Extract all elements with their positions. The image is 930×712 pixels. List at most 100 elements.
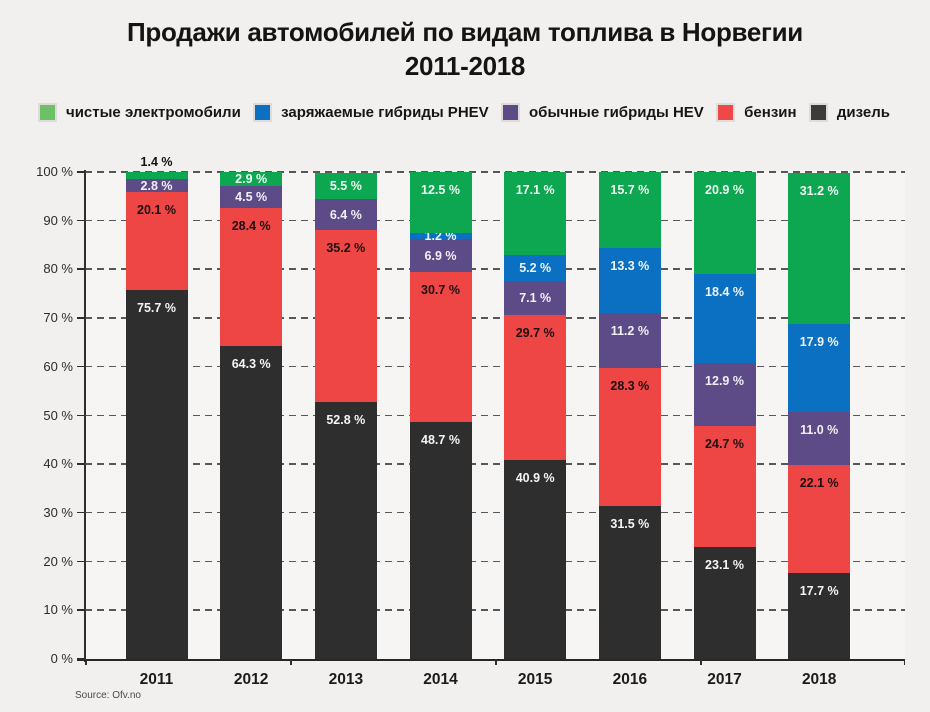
- y-axis-tick-label: 60 %: [43, 358, 73, 374]
- bar-segment-petrol: 24.7 %: [693, 426, 756, 547]
- y-axis-tick-label: 30 %: [43, 504, 73, 520]
- bar-value-label: 6.9 %: [424, 248, 457, 263]
- y-axis-tick: [77, 463, 85, 465]
- bar-segment-phev: 1.2 %: [409, 229, 472, 243]
- bar-segment-petrol: 35.2 %: [314, 230, 377, 402]
- bar-value-label: 22.1 %: [799, 476, 839, 491]
- bar-value-label: 2.9 %: [235, 171, 268, 186]
- bar-segment-hev: 12.9 %: [693, 363, 756, 427]
- y-axis-tick-label: 40 %: [43, 456, 73, 472]
- bar-segment-hev: 11.0 %: [788, 411, 851, 466]
- x-axis-tick: [290, 659, 292, 665]
- y-axis-tick: [77, 560, 85, 563]
- bar-value-label: 1.4 %: [140, 155, 173, 169]
- x-axis-category-label: 2015: [517, 671, 553, 688]
- bar-value-label: 18.4 %: [705, 284, 744, 299]
- bar-value-label: 5.5 %: [329, 178, 362, 193]
- bar-segment-petrol: 29.7 %: [504, 315, 567, 460]
- x-axis-category-label: 2012: [233, 671, 269, 688]
- y-axis-tick: [77, 317, 85, 319]
- bar-value-label: 64.3 %: [231, 356, 271, 371]
- bar-value-label: 2.8 %: [140, 178, 173, 193]
- bar-value-label: 17.7 %: [799, 583, 839, 598]
- legend-swatch-icon: [501, 103, 521, 122]
- bar-segment-diesel: 40.9 %: [504, 459, 567, 659]
- bar-value-label: 52.8 %: [326, 412, 366, 427]
- chart-title-line1: Продажи автомобилей по видам топлива в Н…: [127, 17, 803, 47]
- y-axis-tick: [77, 219, 85, 222]
- chart-legend: чистые электромобили заряжаемые гибриды P…: [38, 103, 890, 122]
- bar-value-label: 15.7 %: [610, 183, 650, 198]
- x-axis-tick: [495, 659, 497, 665]
- y-axis-tick-label: 100 %: [36, 164, 73, 179]
- bar-segment-diesel: 17.7 %: [788, 572, 851, 659]
- bar-segment-diesel: 52.8 %: [314, 401, 377, 659]
- bar-segment-hev: 4.5 %: [220, 185, 283, 208]
- gridline: [85, 511, 905, 514]
- bar-segment-bev: 20.9 %: [693, 172, 756, 274]
- bar-segment-bev: [125, 172, 188, 179]
- bar-segment-diesel: 64.3 %: [220, 345, 283, 659]
- bar-segment-bev: 12.5 %: [409, 172, 472, 233]
- gridline: [85, 317, 905, 319]
- y-axis-tick: [77, 658, 85, 660]
- gridline: [85, 609, 905, 611]
- gridline: [85, 463, 905, 465]
- x-axis-category-label: 2011: [139, 671, 174, 688]
- legend-item-label: дизель: [836, 104, 890, 121]
- x-axis-category-label: 2014: [423, 671, 458, 688]
- bar-value-label: 12.5 %: [421, 183, 460, 197]
- bar-segment-petrol: 20.1 %: [125, 192, 188, 291]
- bar-value-label: 4.5 %: [235, 189, 268, 204]
- bar-value-label: 23.1 %: [705, 557, 744, 572]
- bar-segment-bev: 5.5 %: [314, 172, 377, 200]
- legend-item-label: обычные гибриды HEV: [529, 104, 704, 121]
- bar-segment-hev: 7.1 %: [504, 280, 567, 316]
- y-axis-tick: [77, 414, 85, 416]
- gridline: [85, 219, 905, 222]
- bar-value-label: 20.1 %: [137, 203, 176, 218]
- bar-segment-diesel: 48.7 %: [409, 421, 472, 659]
- gridline: [85, 414, 905, 417]
- x-axis-category-label: 2017: [707, 671, 742, 688]
- bar-segment-petrol: 22.1 %: [788, 465, 851, 573]
- bar-value-label: 7.1 %: [519, 290, 552, 305]
- y-axis-tick: [77, 268, 85, 270]
- bar-segment-bev: 15.7 %: [598, 172, 661, 249]
- bar-value-label: 31.2 %: [799, 183, 839, 198]
- x-axis-tick: [700, 659, 702, 665]
- bar-value-label: 40.9 %: [515, 470, 555, 485]
- y-axis-tick: [77, 511, 85, 514]
- bar-value-label: 17.9 %: [799, 335, 839, 350]
- x-axis-category-label: 2016: [612, 671, 648, 688]
- bar-value-label: 35.2 %: [326, 241, 366, 256]
- bar-value-label: 13.3 %: [610, 259, 650, 274]
- legend-swatch-icon: [716, 103, 736, 122]
- y-axis-tick: [77, 365, 85, 368]
- gridline: [85, 268, 905, 270]
- bar-value-label: 5.2 %: [519, 260, 552, 275]
- bar-segment-hev: 6.9 %: [409, 238, 472, 273]
- bar-value-label: 29.7 %: [515, 326, 555, 341]
- y-axis-tick-label: 90 %: [43, 212, 73, 228]
- legend-swatch-icon: [808, 103, 828, 122]
- chart-title: Продажи автомобилей по видам топлива в Н…: [0, 15, 930, 83]
- y-axis-tick: [77, 609, 85, 611]
- bar-value-label: 17.1 %: [515, 183, 555, 198]
- legend-swatch-icon: [253, 103, 273, 122]
- legend-item: обычные гибриды HEV: [501, 103, 704, 122]
- y-axis-tick-label: 80 %: [43, 261, 73, 277]
- y-axis-tick-label: 10 %: [43, 602, 73, 618]
- bar-value-label: 20.9 %: [705, 183, 744, 198]
- source-note: Source: Ofv.no: [75, 690, 141, 701]
- y-axis-tick-label: 70 %: [43, 310, 73, 326]
- bar-segment-hev: 6.4 %: [314, 199, 377, 231]
- bar-segment-petrol: 30.7 %: [409, 272, 472, 422]
- bar-value-label: 11.2 %: [610, 324, 649, 339]
- y-axis-tick: [77, 171, 85, 173]
- bar-value-label: 11.0 %: [800, 422, 839, 437]
- legend-swatch-icon: [38, 103, 57, 122]
- gridline: [85, 560, 905, 563]
- bar-segment-diesel: 75.7 %: [125, 290, 188, 659]
- bar-value-label: 28.4 %: [231, 218, 271, 233]
